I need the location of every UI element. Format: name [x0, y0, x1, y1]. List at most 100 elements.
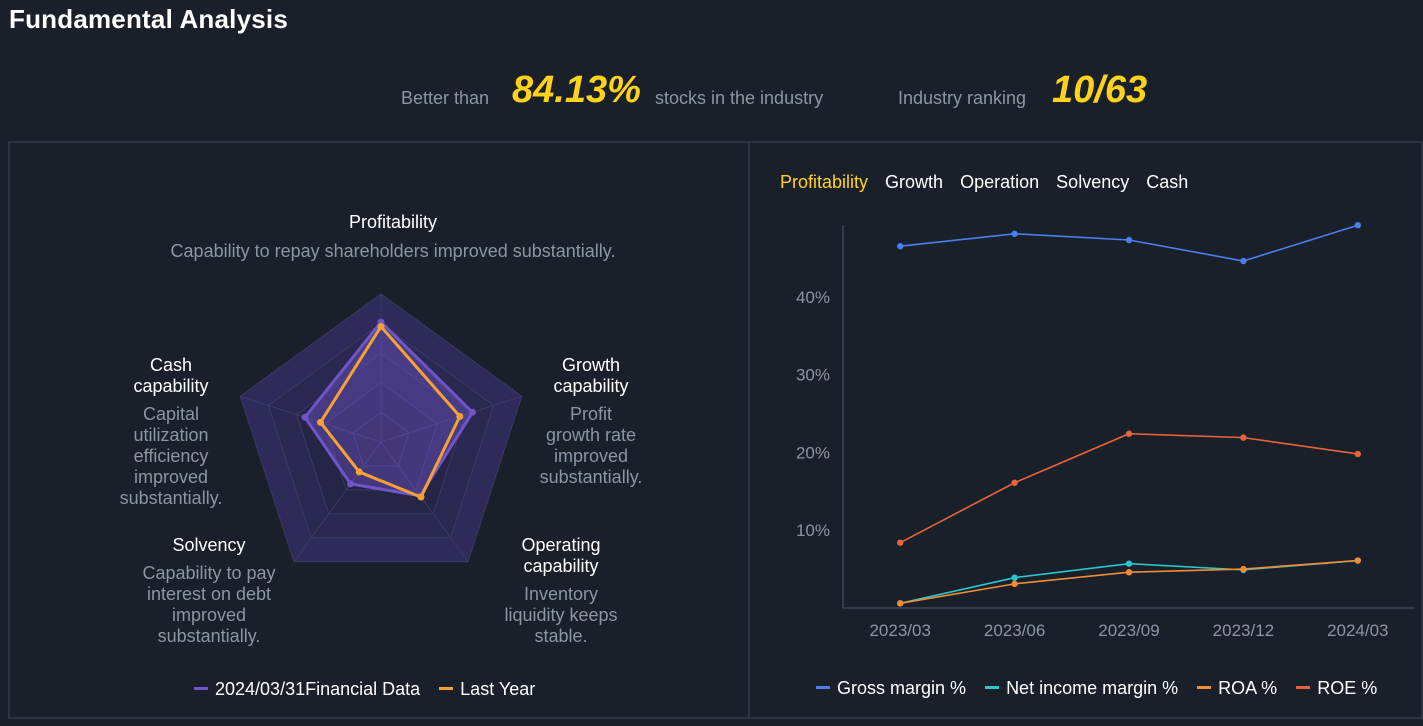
radar-dimension-desc: substantially. [540, 467, 643, 487]
series-roa-line [900, 559, 1358, 605]
legend-swatch-current [194, 686, 208, 690]
radar-series-last-year [318, 325, 462, 499]
radar-dimension-title: Growth [562, 355, 620, 375]
radar-dimension-desc: growth rate [546, 425, 636, 445]
radar-dimension-desc: Capital [143, 404, 199, 424]
page-title: Fundamental Analysis [9, 4, 288, 34]
radar-series-last-year-point[interactable] [316, 418, 324, 426]
legend-item-roe[interactable]: ROE % [1296, 678, 1377, 699]
radar-dimension-desc: interest on debt [147, 584, 271, 604]
series-net-income-margin-point[interactable] [1125, 560, 1133, 567]
legend-item-current[interactable]: 2024/03/31Financial Data [194, 679, 420, 700]
radar-dimension-desc: Profit [570, 404, 612, 424]
radar-dimension-desc: liquidity keeps [504, 605, 617, 625]
legend-label-net-income-margin: Net income margin % [1006, 678, 1179, 698]
radar-axis [380, 395, 522, 443]
radar-dimension-title: Solvency [172, 535, 245, 555]
series-roe-point[interactable] [1240, 434, 1247, 441]
better-than-prefix: Better than [401, 88, 490, 108]
series-roe-line [899, 432, 1358, 544]
radar-dimension-title: Operating [521, 535, 600, 555]
line-legend: Gross margin % Net income margin % ROA %… [816, 678, 1391, 699]
line-chart: 10% 20% 30% 40% 2023/03 2023/06 2023/09 2023/12… [796, 222, 1415, 640]
series-roa-point[interactable] [1354, 557, 1361, 564]
radar-dimension-desc: stable. [534, 626, 587, 646]
industry-summary: Better than 84.13% stocks in the industr… [0, 66, 1423, 126]
series-roa-point[interactable] [1240, 565, 1247, 573]
series-roa-point[interactable] [1011, 580, 1018, 588]
radar-dimension-desc: Capability to repay shareholders improve… [171, 241, 616, 261]
series-gross-margin-point[interactable] [1125, 236, 1133, 244]
series-gross-margin-point[interactable] [1011, 230, 1018, 237]
radar-dimension-desc: efficiency [134, 446, 209, 466]
legend-label-roa: ROA % [1218, 678, 1278, 698]
radar-dimension-desc: improved [172, 605, 246, 625]
better-than-suffix: stocks in the industry [655, 88, 824, 108]
better-than-value: 84.13% [512, 69, 641, 111]
legend-swatch-roa [1197, 685, 1212, 689]
series-gross-margin-point[interactable] [1240, 257, 1247, 265]
radar-dimension-desc: substantially. [120, 488, 223, 508]
radar-series-last-year-point[interactable] [417, 493, 425, 501]
series-net-income-margin-line [900, 559, 1358, 605]
radar-series-current [303, 320, 474, 498]
x-tick-label: 2023/06 [984, 621, 1045, 640]
series-roa-point[interactable] [1125, 569, 1133, 576]
radar-dimension-title: Profitability [349, 212, 437, 232]
radar-axis [293, 441, 382, 563]
radar-series-current-point[interactable] [468, 408, 476, 416]
series-gross-margin-point[interactable] [897, 243, 904, 250]
legend-label-gross-margin: Gross margin % [837, 678, 967, 698]
radar-dimension-title: capability [553, 376, 628, 396]
radar-dimension-desc: improved [134, 467, 208, 487]
y-tick-label: 10% [796, 521, 830, 540]
series-gross-margin-point[interactable] [1354, 222, 1361, 229]
x-tick-label: 2024/03 [1327, 621, 1388, 640]
legend-label-roe: ROE % [1317, 678, 1378, 698]
x-tick-label: 2023/12 [1213, 621, 1274, 640]
metric-tabs: Profitability Growth Operation Solvency … [780, 172, 1200, 193]
radar-dimension-desc: substantially. [158, 626, 261, 646]
radar-legend: 2024/03/31Financial Data Last Year [194, 679, 549, 700]
radar-series-last-year-point[interactable] [355, 468, 363, 476]
radar-dimension-desc: improved [554, 446, 628, 466]
radar-dimension-desc: Capability to pay [142, 563, 275, 583]
radar-axis [240, 395, 382, 443]
tab-operation[interactable]: Operation [960, 172, 1040, 192]
legend-item-roa[interactable]: ROA % [1197, 678, 1277, 699]
series-net-income-margin-point[interactable] [1011, 574, 1018, 581]
radar-dimension-title: capability [523, 556, 598, 576]
legend-item-net-income-margin[interactable]: Net income margin % [985, 678, 1178, 699]
radar-axis [380, 441, 469, 563]
radar-series-last-year-point[interactable] [456, 412, 464, 420]
series-roe-point[interactable] [1354, 450, 1361, 458]
tab-solvency[interactable]: Solvency [1056, 172, 1130, 192]
series-roa-point[interactable] [897, 600, 904, 607]
legend-swatch-net-income-margin [985, 685, 1000, 689]
legend-label-last-year: Last Year [460, 679, 536, 699]
radar-dimension-desc: Inventory [524, 584, 598, 604]
legend-item-last-year[interactable]: Last Year [439, 679, 535, 700]
tab-profitability[interactable]: Profitability [780, 172, 869, 192]
radar-series-last-year-point[interactable] [377, 323, 385, 331]
radar-dimension-desc: utilization [133, 425, 208, 445]
legend-swatch-last-year [439, 686, 454, 690]
line-chart-panel: Profitability Growth Operation Solvency … [750, 141, 1423, 719]
legend-label-current: 2024/03/31Financial Data [215, 679, 421, 699]
legend-swatch-roe [1296, 685, 1311, 689]
series-roe-point[interactable] [1011, 479, 1018, 486]
y-tick-label: 20% [796, 443, 830, 462]
tab-cash[interactable]: Cash [1146, 172, 1189, 192]
radar-series-current-point[interactable] [347, 480, 355, 488]
industry-ranking-value: 10/63 [1052, 69, 1148, 111]
radar-chart: Profitability Capability to repay shareho… [120, 212, 643, 646]
radar-series-current-point[interactable] [301, 413, 309, 421]
x-tick-label: 2023/03 [869, 621, 930, 640]
y-tick-label: 40% [796, 288, 830, 307]
radar-dimension-title: Cash [150, 355, 192, 375]
legend-swatch-gross-margin [816, 685, 830, 689]
tab-growth[interactable]: Growth [885, 172, 944, 192]
legend-item-gross-margin[interactable]: Gross margin % [816, 678, 966, 699]
series-roe-point[interactable] [1125, 430, 1133, 437]
series-roe-point[interactable] [897, 539, 904, 546]
